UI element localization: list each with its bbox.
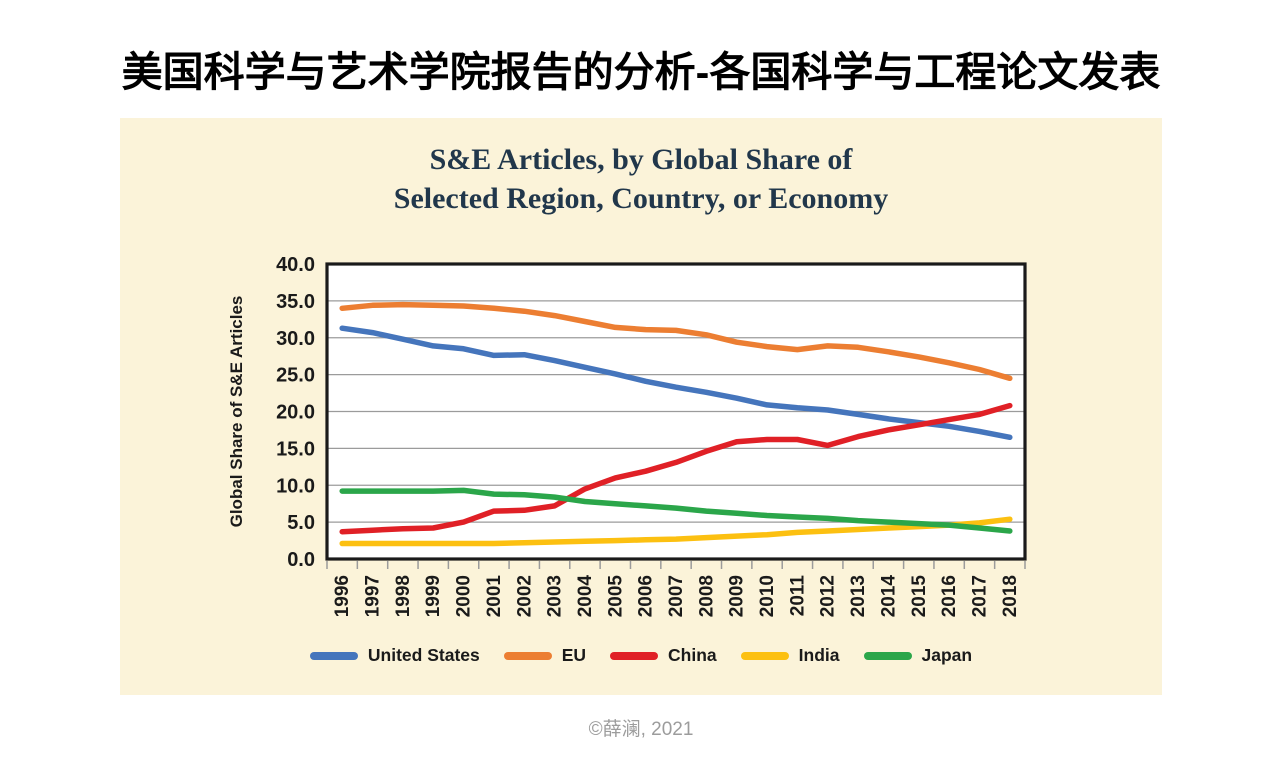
- x-tick-label: 2017: [969, 575, 990, 617]
- x-tick-label: 2018: [1000, 575, 1021, 617]
- x-tick-label: 2001: [484, 575, 505, 618]
- y-tick-label: 30.0: [276, 328, 315, 350]
- legend-label-india: India: [798, 645, 840, 665]
- legend-item-china: China: [610, 645, 717, 666]
- x-tick-label: 1996: [332, 575, 353, 617]
- legend-item-united-states: United States: [309, 645, 480, 666]
- x-tick-label: 2016: [939, 575, 960, 617]
- x-tick-label: 2008: [696, 575, 717, 617]
- x-tick-label: 2009: [727, 575, 748, 617]
- x-tick-label: 2013: [848, 575, 869, 617]
- x-tick-label: 1999: [423, 575, 444, 617]
- x-tick-label: 2002: [514, 575, 535, 617]
- x-tick-label: 1997: [363, 575, 384, 617]
- y-tick-label: 5.0: [287, 512, 315, 534]
- legend-swatch-eu: [503, 651, 552, 660]
- y-axis-title: Global Share of S&E Articles: [227, 296, 246, 528]
- series-line-china: [339, 402, 1013, 535]
- y-tick-label: 15.0: [276, 438, 315, 460]
- chart-title-line2: Selected Region, Country, or Economy: [393, 182, 889, 215]
- x-tick-label: 2010: [757, 575, 778, 617]
- chart-legend: United States EU China India Japan: [120, 645, 1162, 666]
- chart-panel: S&E Articles, by Global Share of Selecte…: [120, 118, 1162, 695]
- legend-label-eu: EU: [561, 645, 587, 665]
- plot-border: [325, 262, 1027, 561]
- legend-label-united-states: United States: [367, 645, 480, 665]
- x-tick-label: 2004: [575, 575, 596, 618]
- x-tick-label: 2015: [909, 575, 930, 618]
- legend-swatch-india: [740, 651, 789, 660]
- legend-swatch-china: [610, 651, 659, 660]
- chart-title: S&E Articles, by Global Share of Selecte…: [120, 140, 1162, 218]
- x-tick-label: 2012: [818, 575, 839, 617]
- x-tick-label: 2014: [878, 575, 899, 618]
- series-line-eu: [339, 301, 1013, 382]
- x-tick-label: 2000: [454, 575, 475, 617]
- x-tick-label: 2006: [636, 575, 657, 617]
- y-tick-label: 25.0: [276, 365, 315, 387]
- legend-item-japan: Japan: [863, 645, 973, 666]
- y-tick-label: 20.0: [276, 402, 315, 424]
- x-tick-label: 2005: [605, 575, 626, 618]
- chart-title-line1: S&E Articles, by Global Share of: [429, 143, 853, 176]
- y-tick-label: 0.0: [287, 549, 315, 571]
- legend-item-eu: EU: [503, 645, 587, 666]
- page-title: 美国科学与艺术学院报告的分析-各国科学与工程论文发表: [121, 49, 1161, 95]
- legend-label-china: China: [668, 645, 717, 665]
- x-tick-label: 2003: [545, 575, 566, 617]
- y-tick-label: 40.0: [276, 254, 315, 276]
- legend-item-india: India: [740, 645, 840, 666]
- series-line-japan: [339, 487, 1013, 534]
- x-tick-marks: [326, 561, 1026, 569]
- series-line-united-states: [339, 325, 1013, 441]
- copyright-text: ©薛澜, 2021: [588, 719, 694, 740]
- y-tick-label: 35.0: [276, 291, 315, 313]
- y-tick-label: 10.0: [276, 475, 315, 497]
- x-tick-label: 1998: [393, 575, 414, 617]
- legend-swatch-united-states: [309, 651, 358, 660]
- line-chart: 0.0 5.0 10.0 15.0 20.0 25.0 30.0 35.0 40.0 1996 19…: [227, 254, 1027, 618]
- y-gridlines: [327, 300, 1025, 523]
- x-tick-label: 2011: [787, 575, 808, 617]
- legend-swatch-japan: [863, 651, 912, 660]
- series-line-india: [339, 516, 1013, 547]
- legend-label-japan: Japan: [921, 645, 973, 665]
- x-tick-label: 2007: [666, 575, 687, 617]
